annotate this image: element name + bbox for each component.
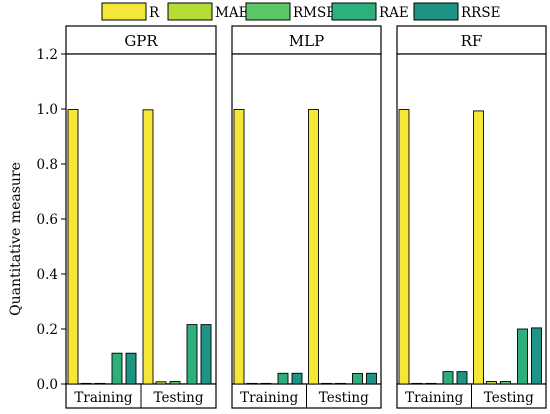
bar-mlp-testing-rae — [352, 373, 363, 385]
group-label-training: Training — [74, 390, 133, 406]
bar-gpr-training-rae — [111, 352, 123, 385]
panel-mlp: MLP Training Testing — [231, 25, 382, 409]
bar-rf-training-rmse — [425, 382, 437, 385]
legend-label-rmse: RMSE — [293, 5, 336, 21]
panel-gpr: GPR Training Testing — [65, 25, 217, 409]
y-tick-label: 0.2 — [37, 322, 58, 338]
legend-label-mae: MAE — [215, 5, 248, 21]
legend-swatch-r — [101, 2, 147, 21]
bar-mlp-training-r — [233, 109, 245, 385]
y-axis-label: Quantitative measure — [8, 162, 24, 316]
legend: R MAE RMSE RAE RRSE — [101, 2, 500, 21]
bar-mlp-testing-r — [308, 109, 319, 385]
bar-gpr-training-rmse — [94, 382, 106, 385]
y-tick-label: 1.0 — [37, 102, 58, 118]
bar-gpr-testing-r — [142, 109, 154, 385]
legend-label-rae: RAE — [379, 5, 409, 21]
bar-gpr-testing-rae — [186, 324, 198, 385]
group-label-training: Training — [405, 390, 464, 406]
bar-mlp-testing-rrse — [366, 372, 377, 385]
group-label-training: Training — [240, 390, 299, 406]
bar-rf-training-rae — [442, 371, 454, 385]
y-tick-label: 0.6 — [37, 212, 58, 228]
legend-swatch-rrse — [413, 2, 459, 21]
bar-mlp-training-rrse — [291, 372, 303, 385]
y-tick-label: 1.2 — [37, 47, 58, 63]
bar-rf-testing-rrse — [531, 327, 542, 385]
bar-gpr-training-rrse — [125, 352, 137, 385]
bar-gpr-training-r — [67, 109, 79, 385]
bar-gpr-testing-rmse — [169, 381, 181, 385]
panels: GPR Training Testing MLP Training Testing RF Tr… — [65, 25, 547, 409]
bar-rf-training-rrse — [456, 371, 468, 385]
y-tick-label: 0.8 — [37, 157, 58, 173]
bar-rf-training-r — [398, 109, 410, 385]
panel-header — [231, 25, 382, 55]
bar-rf-training-mae — [411, 382, 423, 385]
bar-mlp-training-rmse — [260, 382, 272, 385]
group-label-testing: Testing — [319, 390, 369, 406]
bar-mlp-testing-mae — [321, 382, 332, 385]
legend-swatch-mae — [167, 2, 213, 21]
bar-gpr-testing-mae — [155, 381, 167, 385]
bar-mlp-training-rae — [277, 372, 289, 385]
bar-rf-testing-rmse — [500, 381, 511, 385]
plot-area — [231, 53, 382, 385]
group-label-testing: Testing — [484, 390, 534, 406]
bar-rf-testing-r — [473, 110, 484, 385]
y-axis: 0.0 0.2 0.4 0.6 0.8 1.0 1.2 — [37, 47, 66, 393]
legend-label-r: R — [149, 5, 160, 21]
group-label-testing: Testing — [154, 390, 204, 406]
legend-swatch-rmse — [245, 2, 291, 21]
legend-swatch-rae — [331, 2, 377, 21]
bar-rf-testing-rae — [517, 328, 528, 385]
bar-mlp-training-mae — [246, 382, 258, 385]
bar-rf-testing-mae — [486, 381, 497, 385]
panel-title: GPR — [124, 32, 158, 50]
y-tick-label: 0.0 — [37, 377, 58, 393]
bar-mlp-testing-rmse — [335, 382, 346, 385]
y-tick-label: 0.4 — [37, 267, 58, 283]
panel-title: RF — [461, 32, 483, 50]
legend-label-rrse: RRSE — [461, 5, 500, 21]
panel-rf: RF Training Testing — [396, 25, 547, 409]
panel-title: MLP — [289, 32, 324, 50]
bar-gpr-testing-rrse — [200, 324, 212, 385]
bar-gpr-training-mae — [80, 382, 92, 385]
